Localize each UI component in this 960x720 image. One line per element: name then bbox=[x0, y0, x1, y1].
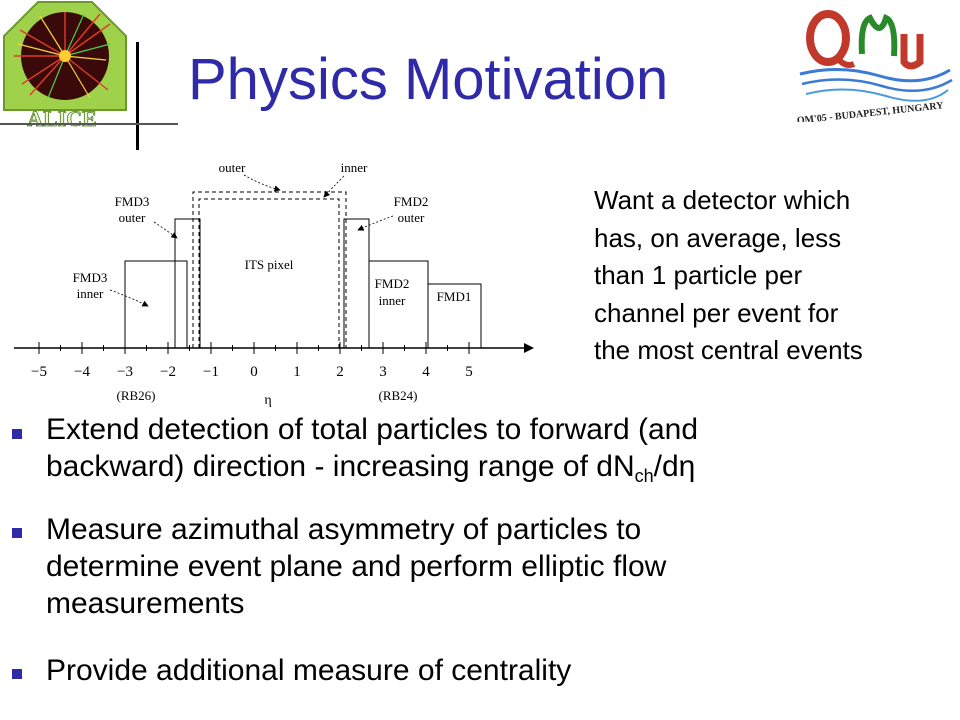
fmd1-box bbox=[427, 283, 482, 349]
bullet-line: measurements bbox=[46, 587, 245, 620]
fmd3-outer-box bbox=[174, 218, 201, 349]
its-pixel-inner-outline bbox=[192, 191, 347, 348]
eta-tick-label: 5 bbox=[465, 364, 473, 380]
page-title: Physics Motivation bbox=[188, 47, 669, 112]
fmd3-inner-box bbox=[124, 260, 188, 349]
bullet-subscript: ch bbox=[634, 466, 654, 486]
label-inner: inner bbox=[341, 160, 368, 175]
bullet-line: Measure azimuthal asymmetry of particles… bbox=[46, 513, 642, 546]
eta-tick-label: 3 bbox=[379, 364, 387, 380]
qm05-logo: QM'05 - BUDAPEST, HUNGARY bbox=[796, 10, 953, 122]
bullet-text: Measure azimuthal asymmetry of particles… bbox=[46, 511, 666, 622]
side-note-line: than 1 particle per bbox=[594, 260, 803, 290]
bullet-line-part: backward) direction - increasing range o… bbox=[46, 450, 635, 483]
side-note: Want a detector which has, on average, l… bbox=[594, 182, 934, 370]
its-pixel-outer-outline bbox=[198, 198, 340, 348]
label-fmd2-inner-2: inner bbox=[379, 293, 406, 308]
title-divider-horizontal bbox=[0, 123, 178, 125]
bullet-line: Provide additional measure of centrality bbox=[46, 654, 572, 687]
arrow-inner bbox=[323, 175, 345, 198]
fmd-detector-diagram: −5 −4 −3 −2 −1 0 1 2 3 4 5 outer inner FMD3 outer … bbox=[14, 160, 534, 408]
label-fmd3-inner-1: FMD3 bbox=[73, 270, 108, 285]
eta-axis-arrowhead bbox=[524, 343, 534, 353]
bullet-line: Extend detection of total particles to f… bbox=[46, 413, 699, 446]
side-note-line: channel per event for bbox=[594, 297, 839, 328]
label-fmd1: FMD1 bbox=[437, 289, 472, 304]
eta-tick-label: 4 bbox=[422, 364, 430, 380]
eta-axis-label: η bbox=[264, 393, 271, 408]
eta-tick-label: −3 bbox=[117, 364, 133, 380]
bullet-text: Provide additional measure of centrality bbox=[46, 652, 571, 689]
label-fmd3-outer-1: FMD3 bbox=[115, 194, 150, 209]
eta-tick-label: −5 bbox=[31, 364, 47, 380]
bullet-text: Extend detection of total particles to f… bbox=[46, 411, 698, 495]
title-divider-vertical bbox=[136, 42, 139, 150]
side-note-line: has, on average, less bbox=[594, 222, 842, 253]
eta-tick-label: −1 bbox=[203, 364, 219, 380]
bullet-marker bbox=[12, 669, 22, 679]
side-note-line: the most central events bbox=[594, 335, 863, 365]
arrow-fmd3-outer bbox=[153, 221, 178, 239]
arrow-fmd2-outer bbox=[357, 215, 394, 231]
label-fmd2-outer-1: FMD2 bbox=[394, 194, 429, 209]
label-fmd3-outer-2: outer bbox=[119, 210, 146, 225]
label-its-pixel: ITS pixel bbox=[245, 257, 294, 272]
bullet-line-part: /dη bbox=[653, 450, 696, 483]
label-fmd3-inner-2: inner bbox=[77, 286, 104, 301]
alice-logo-text: ALICE bbox=[27, 106, 97, 130]
eta-tick-label: −2 bbox=[160, 364, 176, 380]
qm05-logo-caption: QM'05 - BUDAPEST, HUNGARY bbox=[796, 100, 944, 122]
label-fmd2-outer-2: outer bbox=[398, 210, 425, 225]
label-fmd2-inner-1: FMD2 bbox=[375, 276, 410, 291]
label-rb24: (RB24) bbox=[379, 388, 418, 403]
eta-tick-label: 2 bbox=[336, 364, 344, 380]
eta-tick-label: 1 bbox=[293, 364, 301, 380]
label-outer: outer bbox=[219, 160, 246, 175]
bullet-marker bbox=[12, 528, 22, 538]
bullet-line: backward) direction - increasing range o… bbox=[46, 448, 698, 495]
bullet-line: determine event plane and perform ellipt… bbox=[46, 550, 667, 583]
eta-tick-label: −4 bbox=[74, 364, 90, 380]
alice-logo: ALICE bbox=[3, 1, 127, 130]
label-rb26: (RB26) bbox=[117, 388, 156, 403]
eta-tick-label: 0 bbox=[250, 364, 258, 380]
bullet-marker bbox=[12, 429, 22, 439]
arrow-fmd3-inner bbox=[109, 289, 149, 307]
fmd2-outer-box bbox=[343, 218, 370, 349]
side-note-line: Want a detector which bbox=[594, 185, 851, 215]
arrow-outer bbox=[243, 174, 281, 192]
